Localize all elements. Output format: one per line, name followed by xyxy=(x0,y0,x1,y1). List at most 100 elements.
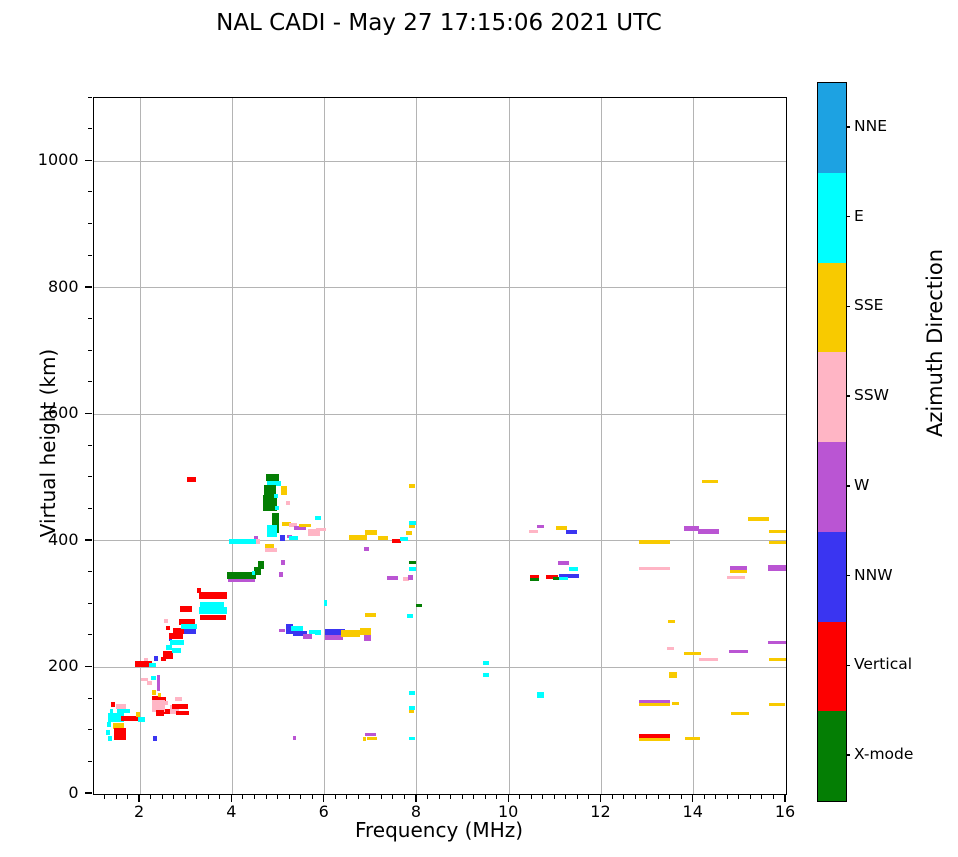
grid-line-vertical xyxy=(600,98,602,794)
y-axis-tick-label: 1000 xyxy=(37,150,79,170)
x-axis-minor-tick xyxy=(311,794,313,799)
data-point xyxy=(323,600,327,606)
x-axis-minor-tick xyxy=(334,794,336,799)
data-point xyxy=(160,657,166,662)
x-axis-minor-tick xyxy=(680,794,682,799)
colorbar-segment-label: SSE xyxy=(854,296,884,315)
y-axis-tick xyxy=(84,412,92,415)
x-axis-minor-tick xyxy=(761,794,763,799)
x-axis-minor-tick xyxy=(196,794,198,799)
x-axis-minor-tick xyxy=(657,794,659,799)
data-point xyxy=(120,716,140,722)
data-point xyxy=(111,701,115,707)
x-axis-minor-tick xyxy=(438,794,440,799)
data-point xyxy=(408,524,415,528)
data-point xyxy=(288,536,298,541)
colorbar-segment-nnw xyxy=(818,531,846,622)
y-axis-minor-tick xyxy=(87,254,92,256)
data-point xyxy=(153,655,158,662)
colorbar-segment-label: NNW xyxy=(854,565,893,584)
data-point xyxy=(729,650,748,654)
y-axis-tick xyxy=(84,665,92,668)
x-axis-minor-tick xyxy=(450,794,452,799)
data-point xyxy=(639,733,670,738)
grid-line-vertical xyxy=(139,98,141,794)
data-point xyxy=(363,737,367,741)
data-point xyxy=(168,636,173,642)
data-point xyxy=(769,658,786,662)
data-point xyxy=(264,543,274,549)
data-point xyxy=(200,602,225,608)
x-axis-minor-tick xyxy=(277,794,279,799)
y-axis-minor-tick xyxy=(87,507,92,509)
data-point xyxy=(482,673,490,677)
data-point xyxy=(529,529,538,533)
data-point xyxy=(281,521,291,527)
data-point xyxy=(227,571,256,579)
data-point xyxy=(263,494,278,512)
data-point xyxy=(162,650,173,659)
x-axis-tick-label: 14 xyxy=(682,802,703,821)
grid-line-horizontal xyxy=(94,540,786,542)
data-point xyxy=(228,578,255,582)
data-point xyxy=(152,699,166,713)
data-point xyxy=(363,547,369,552)
colorbar-tick xyxy=(846,574,851,577)
x-axis-minor-tick xyxy=(519,794,521,799)
x-axis-minor-tick xyxy=(634,794,636,799)
x-axis-minor-tick xyxy=(127,794,129,799)
data-point xyxy=(536,691,545,698)
data-point xyxy=(109,708,114,714)
x-axis-tick xyxy=(784,794,786,802)
data-point xyxy=(148,662,157,668)
x-axis-minor-tick xyxy=(565,794,567,799)
data-point xyxy=(768,702,785,706)
data-point xyxy=(229,539,256,544)
data-point xyxy=(366,736,377,740)
data-point xyxy=(402,576,409,581)
x-axis-minor-tick xyxy=(288,794,290,799)
colorbar xyxy=(817,82,847,802)
data-point xyxy=(151,695,158,701)
data-point xyxy=(156,675,160,692)
data-point xyxy=(279,534,285,541)
x-axis-minor-tick xyxy=(715,794,717,799)
data-point xyxy=(639,702,670,706)
x-axis-minor-tick xyxy=(473,794,475,799)
x-axis-tick-label: 16 xyxy=(774,802,796,821)
data-point xyxy=(172,627,189,634)
data-point xyxy=(556,526,568,531)
data-point xyxy=(698,529,719,534)
data-point xyxy=(180,624,198,630)
data-point xyxy=(325,629,345,635)
data-point xyxy=(153,735,157,741)
y-axis-tick-label: 200 xyxy=(47,656,79,676)
data-point xyxy=(315,629,322,636)
grid-line-vertical xyxy=(416,98,418,794)
y-axis-tick-label: 0 xyxy=(68,783,79,802)
data-point xyxy=(293,736,297,741)
data-point xyxy=(280,560,285,565)
data-point xyxy=(267,524,277,537)
data-point xyxy=(536,524,545,528)
data-point xyxy=(730,570,747,574)
data-point xyxy=(408,567,416,572)
data-point xyxy=(135,712,141,718)
x-axis-minor-tick xyxy=(496,794,498,799)
colorbar-tick xyxy=(846,126,851,128)
data-point xyxy=(106,730,111,736)
y-axis-tick xyxy=(84,286,92,288)
data-point xyxy=(302,634,312,639)
data-point xyxy=(767,640,786,644)
x-axis-minor-tick xyxy=(242,794,244,799)
data-point xyxy=(638,540,671,545)
data-point xyxy=(667,619,676,623)
y-axis-minor-tick xyxy=(87,349,92,351)
x-axis-tick xyxy=(692,794,694,802)
data-point xyxy=(254,535,259,540)
colorbar-segment-vertical xyxy=(818,621,846,712)
y-axis-minor-tick xyxy=(87,128,92,130)
data-point xyxy=(175,710,190,716)
data-point xyxy=(170,705,180,715)
